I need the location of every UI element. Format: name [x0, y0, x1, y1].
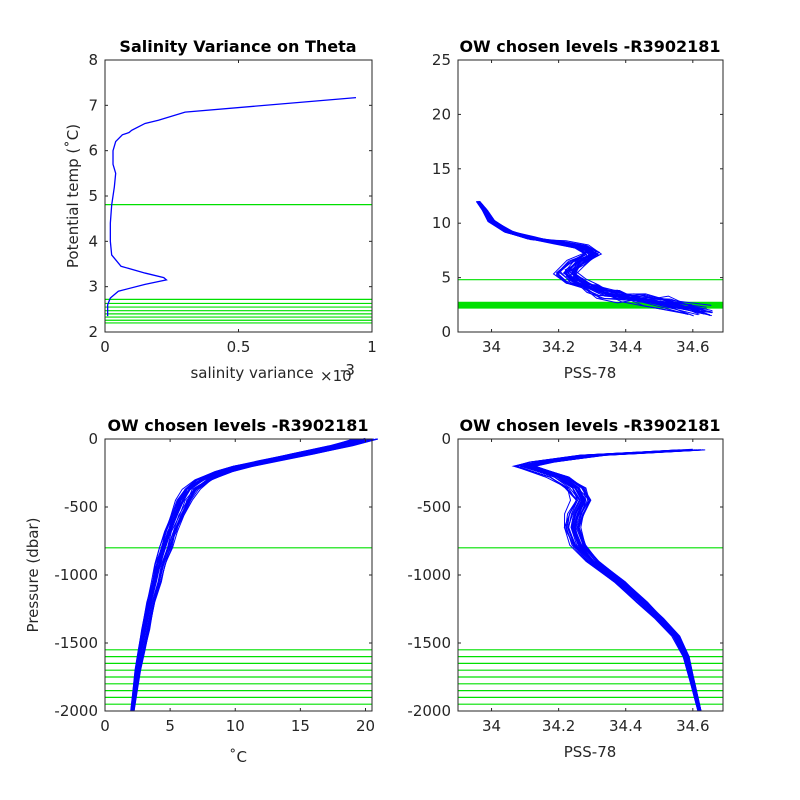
- y-tick-label: -1000: [407, 566, 451, 584]
- series-line: [477, 200, 700, 312]
- y-tick-label: 8: [88, 51, 98, 69]
- x-tick-label: 34.2: [542, 717, 575, 735]
- profile-line: [520, 449, 700, 712]
- y-tick-label: -2000: [407, 702, 451, 720]
- y-tick-label: -1000: [54, 566, 98, 584]
- x-axis-label: PSS-78: [564, 364, 617, 382]
- y-tick-label: 15: [432, 160, 451, 178]
- panel-4-title: OW chosen levels -R3902181: [459, 416, 720, 435]
- x-tick-label: 20: [356, 717, 375, 735]
- x-tick-label: 0.5: [227, 338, 251, 356]
- y-tick-label: 25: [432, 51, 451, 69]
- theta-salinity-panel: OW chosen levels -R3902181 34 34.2 34.4 34.…: [432, 37, 724, 382]
- y-ticks: 2 3 4 5 6 7 8: [88, 51, 372, 341]
- pressure-temperature-panel: OW chosen levels -R3902181 0 5 10 15 20 -200…: [24, 416, 379, 766]
- x-tick-label: 34.4: [609, 717, 642, 735]
- y-tick-label: 10: [432, 214, 451, 232]
- y-tick-label: 0: [88, 430, 98, 448]
- y-tick-label: 2: [88, 323, 98, 341]
- x-exponent-base: ×10: [320, 367, 352, 385]
- profile-series: [475, 200, 714, 317]
- y-tick-label: -1500: [407, 634, 451, 652]
- panel-1-title: Salinity Variance on Theta: [119, 37, 356, 56]
- y-tick-label: 4: [88, 232, 98, 250]
- profile-line: [133, 438, 377, 712]
- profile-line: [515, 449, 699, 712]
- y-tick-label: 0: [441, 430, 451, 448]
- x-tick-label: 15: [291, 717, 310, 735]
- series-line: [131, 437, 366, 712]
- y-axis-label: Potential temp (˚C): [64, 124, 82, 268]
- x-axis-label: ˚C: [229, 748, 247, 766]
- y-ticks: -2000 -1500 -1000 -500 0: [54, 430, 372, 720]
- profile-series: [511, 448, 706, 712]
- level-lines: [105, 547, 372, 705]
- profile-line: [130, 438, 354, 712]
- y-tick-label: 5: [441, 269, 451, 287]
- axes-box: [457, 59, 724, 333]
- x-ticks: 0 5 10 15 20: [100, 439, 375, 735]
- y-tick-label: -500: [64, 498, 98, 516]
- x-tick-label: 34.4: [609, 338, 642, 356]
- x-axis-label: salinity variance: [190, 364, 313, 382]
- profile-line: [479, 201, 713, 317]
- level-lines: [458, 547, 723, 705]
- y-tick-label: 3: [88, 278, 98, 296]
- profile-line: [519, 449, 700, 712]
- y-ticks: -2000 -1500 -1000 -500 0: [407, 430, 723, 720]
- x-tick-label: 10: [226, 717, 245, 735]
- profile-line: [515, 449, 699, 712]
- y-tick-label: 7: [88, 96, 98, 114]
- profile-line: [511, 449, 699, 712]
- x-tick-label: 0: [100, 338, 110, 356]
- y-tick-label: 20: [432, 105, 451, 123]
- panel-2-title: OW chosen levels -R3902181: [459, 37, 720, 56]
- profile-line: [475, 201, 686, 310]
- x-ticks: 0 0.5 1: [100, 60, 377, 356]
- profile-line: [479, 201, 711, 317]
- y-tick-label: 5: [88, 187, 98, 205]
- profile-line: [520, 449, 700, 712]
- profile-line: [532, 449, 702, 712]
- y-axis-label: Pressure (dbar): [24, 518, 42, 633]
- x-exponent-power: -3: [340, 361, 355, 379]
- y-tick-label: -2000: [54, 702, 98, 720]
- x-tick-label: 34.6: [676, 717, 709, 735]
- x-tick-label: 34.2: [542, 338, 575, 356]
- variance-series: [107, 96, 357, 317]
- y-tick-label: -500: [417, 498, 451, 516]
- y-tick-label: 6: [88, 142, 98, 160]
- profile-line: [515, 449, 699, 712]
- x-ticks: 34 34.2 34.4 34.6: [482, 60, 710, 356]
- x-tick-label: 0: [100, 717, 110, 735]
- series-line: [107, 96, 357, 317]
- x-tick-label: 1: [367, 338, 377, 356]
- profile-series: [130, 437, 379, 712]
- axes-box: [104, 59, 373, 333]
- x-axis-label: PSS-78: [564, 743, 617, 761]
- panel-3-title: OW chosen levels -R3902181: [107, 416, 368, 435]
- profile-line: [513, 449, 699, 712]
- series-line: [521, 448, 701, 712]
- x-tick-label: 34: [482, 717, 501, 735]
- pressure-salinity-panel: OW chosen levels -R3902181 34 34.2 34.4 34.…: [407, 416, 724, 761]
- y-tick-label: -1500: [54, 634, 98, 652]
- x-tick-label: 34: [482, 338, 501, 356]
- x-ticks: 34 34.2 34.4 34.6: [482, 439, 710, 735]
- y-tick-label: 0: [441, 323, 451, 341]
- y-ticks: 0 5 10 15 20 25: [432, 51, 723, 341]
- profile-line: [479, 201, 708, 310]
- level-lines: [105, 204, 372, 324]
- x-tick-label: 5: [165, 717, 175, 735]
- x-tick-label: 34.6: [676, 338, 709, 356]
- salinity-variance-panel: Salinity Variance on Theta 0 0.5 1 2345678…: [64, 37, 377, 385]
